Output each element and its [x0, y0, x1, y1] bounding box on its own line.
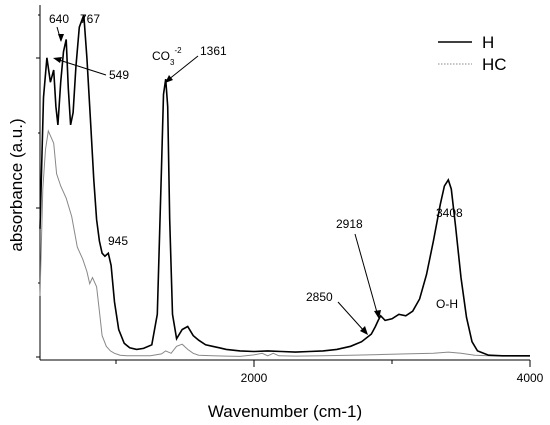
x-tick-label-2000: 2000 — [241, 371, 268, 385]
y-axis-label: absorbance (a.u.) — [7, 118, 26, 251]
arrowhead-2918 — [374, 310, 381, 319]
co3-sup: -2 — [174, 46, 182, 55]
legend-h-label: H — [482, 33, 494, 52]
series-hc-line — [39, 129, 531, 357]
annotation-1361: 1361 — [200, 44, 227, 58]
x-axis-label: Wavenumber (cm-1) — [208, 402, 362, 421]
annotation-oh: O-H — [436, 297, 458, 311]
annotation-767: 767 — [80, 12, 100, 26]
arrow-1361 — [167, 55, 199, 81]
arrowhead-2850 — [360, 326, 368, 335]
arrowhead-1361 — [165, 75, 173, 83]
annotation-co3: CO3 -2 — [152, 46, 182, 67]
annotation-640: 640 — [49, 12, 69, 26]
annotations: 640 767 549 CO3 -2 1361 945 2918 2850 340… — [49, 12, 463, 335]
arrowhead-549 — [53, 57, 62, 63]
legend-hc-label: HC — [482, 55, 507, 74]
annotation-945: 945 — [108, 234, 128, 248]
arrowhead-640 — [58, 34, 64, 42]
annotation-549: 549 — [109, 68, 129, 82]
annotation-2918: 2918 — [336, 217, 363, 231]
annotation-3408: 3408 — [436, 206, 463, 220]
annotation-2850: 2850 — [306, 290, 333, 304]
x-tick-label-4000: 4000 — [517, 371, 544, 385]
co3-sub: 3 — [170, 58, 175, 67]
co3-base: CO — [152, 49, 170, 63]
series-h-line — [39, 14, 530, 357]
arrow-549 — [55, 58, 107, 76]
legend: H HC — [438, 33, 507, 74]
arrow-2918 — [354, 233, 379, 317]
arrow-2850 — [337, 301, 366, 333]
